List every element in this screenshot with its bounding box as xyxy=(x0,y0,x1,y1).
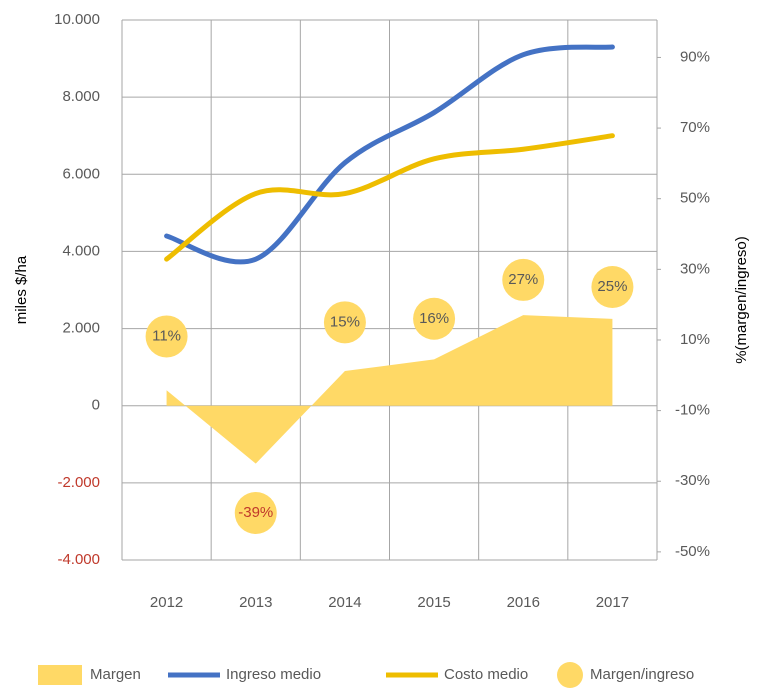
y2-tick-label: 10% xyxy=(680,331,710,348)
y2-tick-label: 70% xyxy=(680,119,710,136)
y2-tick-label: 90% xyxy=(680,48,710,65)
y-tick-label: 10.000 xyxy=(54,11,100,28)
data-label: -39% xyxy=(238,504,273,521)
line xyxy=(164,133,615,262)
data-label: 16% xyxy=(419,310,449,327)
y-tick-label: 2.000 xyxy=(62,320,100,337)
y-tick-label: -4.000 xyxy=(57,551,100,568)
y2-tick-label: 30% xyxy=(680,260,710,277)
x-tick-label: 2014 xyxy=(328,594,361,611)
y2-axis-label: %(margen/ingreso) xyxy=(733,236,750,364)
data-label: 11% xyxy=(152,327,181,344)
x-tick-label: 2013 xyxy=(239,594,272,611)
legend-label: Costo medio xyxy=(444,666,528,683)
legend-label: Margen/ingreso xyxy=(590,666,694,683)
line xyxy=(164,44,615,265)
marker xyxy=(145,315,188,358)
x-tick-label: 2017 xyxy=(596,594,629,611)
y-tick-label: 0 xyxy=(92,397,100,414)
y2-tick-label: -10% xyxy=(675,402,710,419)
x-tick-label: 2016 xyxy=(507,594,540,611)
y-tick-label: 8.000 xyxy=(62,88,100,105)
marker xyxy=(234,492,277,535)
legend-label: Margen xyxy=(90,666,141,683)
data-label: 25% xyxy=(597,278,627,295)
y2-tick-label: 50% xyxy=(680,190,710,207)
marker xyxy=(323,301,366,344)
legend-swatch xyxy=(557,662,583,688)
data-label: 27% xyxy=(508,271,538,288)
y2-tick-label: -50% xyxy=(675,543,710,560)
y-axis-label: miles $/ha xyxy=(13,255,30,324)
marker xyxy=(502,258,545,301)
x-tick-label: 2012 xyxy=(150,594,183,611)
legend-swatch xyxy=(38,665,82,685)
area xyxy=(166,315,613,464)
data-label: 15% xyxy=(330,313,360,330)
x-tick-label: 2015 xyxy=(417,594,450,611)
y-tick-label: 6.000 xyxy=(62,165,100,182)
y2-tick-label: -30% xyxy=(675,472,710,489)
marker xyxy=(413,297,456,340)
legend-label: Ingreso medio xyxy=(226,666,321,683)
y-tick-label: 4.000 xyxy=(62,242,100,259)
y-tick-label: -2.000 xyxy=(57,474,100,491)
marker xyxy=(591,265,634,308)
